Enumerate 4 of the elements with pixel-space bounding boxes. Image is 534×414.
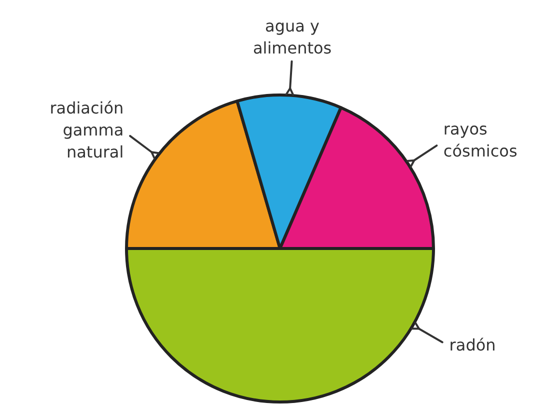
slice-label: radón xyxy=(449,335,496,354)
slice-label: rayos cósmicos xyxy=(443,119,518,160)
slice-label: radiación gamma natural xyxy=(50,98,124,162)
slice-label: agua y alimentos xyxy=(252,16,332,58)
